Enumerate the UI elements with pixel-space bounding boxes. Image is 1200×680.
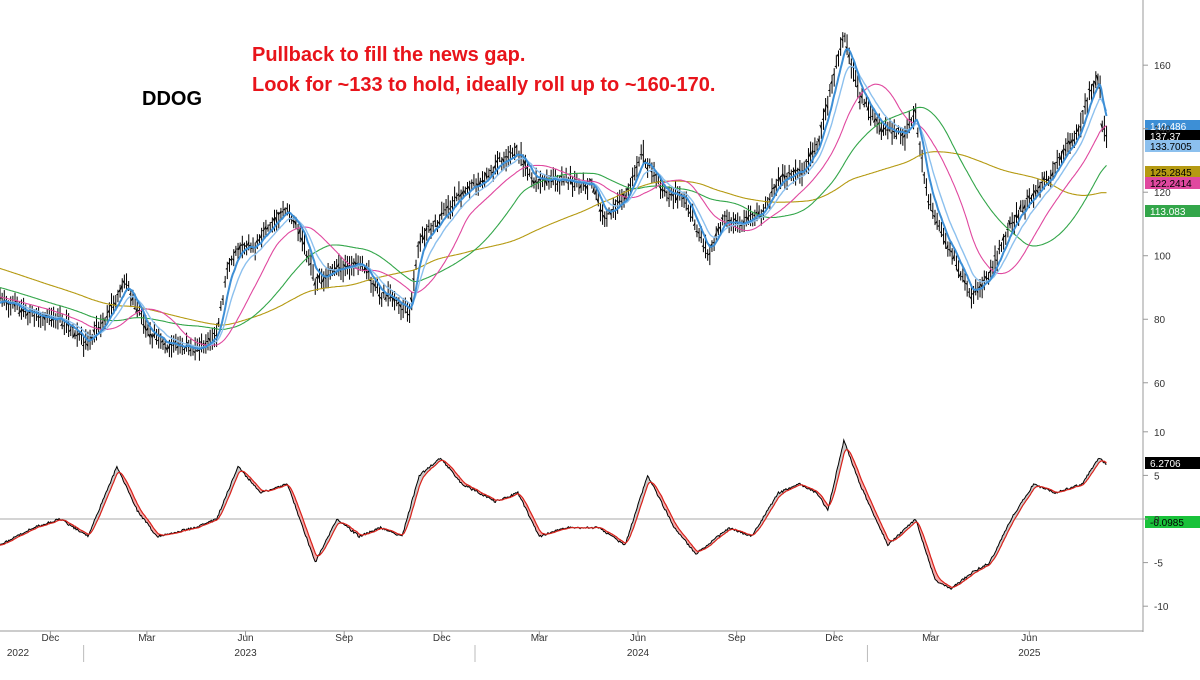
price-bar-tick (620, 201, 622, 202)
price-bar-tick (828, 90, 830, 91)
price-bar-tick (470, 183, 472, 184)
price-y-tick-label: 160 (1154, 61, 1171, 72)
price-bar-tick (50, 320, 52, 321)
price-bar-tick (753, 215, 755, 216)
price-bar-tick (219, 307, 221, 308)
x-year-label: 2025 (1018, 648, 1041, 659)
price-y-tick-label: 120 (1154, 188, 1171, 199)
price-bar-tick (198, 350, 200, 351)
price-bar-tick (938, 226, 940, 227)
annotation-line-2: Look for ~133 to hold, ideally roll up t… (252, 74, 715, 97)
price-bar-tick (685, 203, 687, 204)
x-tick-label: Mar (531, 633, 549, 644)
price-bar-tick (843, 36, 845, 37)
price-y-tick-label: 100 (1154, 252, 1171, 263)
price-bar-tick (95, 325, 97, 326)
osc-y-tick-label: -5 (1154, 559, 1163, 570)
price-y-tick-label: 60 (1154, 379, 1166, 390)
price-bar-tick (704, 247, 706, 248)
annotation-line-1: Pullback to fill the news gap. (252, 44, 525, 67)
price-bar-tick (1079, 127, 1081, 128)
price-bar-tick (942, 235, 944, 236)
price-bar-tick (925, 187, 927, 188)
x-tick-label: Mar (922, 633, 940, 644)
price-y-tick-label: 80 (1154, 315, 1166, 326)
price-bar-tick (505, 157, 507, 158)
x-tick-label: Jun (1021, 633, 1037, 644)
x-tick-label: Jun (237, 633, 253, 644)
osc-y-tick-label: 10 (1154, 428, 1166, 439)
price-y-tick-label: 140 (1154, 125, 1171, 136)
price-bar-tick (895, 136, 897, 137)
x-tick-label: Dec (433, 633, 451, 644)
x-year-label: 2022 (7, 648, 30, 659)
price-bar-tick (850, 64, 852, 65)
price-bar-tick (835, 66, 837, 67)
price-value-tag-label: 113.083 (1150, 207, 1186, 218)
price-bar-tick (728, 220, 730, 221)
x-tick-label: Dec (825, 633, 843, 644)
ticker-title: DDOG (142, 88, 202, 111)
x-tick-label: Dec (41, 633, 59, 644)
price-bar-tick (961, 276, 963, 277)
osc-line (0, 440, 1107, 589)
price-bar-tick (891, 133, 893, 134)
price-bar-tick (916, 133, 918, 134)
price-bar-tick (522, 164, 524, 165)
price-bar-tick (134, 308, 136, 309)
oscillator-panel: 6.2706-0.0985 (0, 440, 1200, 589)
price-bar-tick (910, 119, 912, 120)
price-bar-tick (509, 151, 511, 152)
x-tick-label: Mar (138, 633, 156, 644)
x-tick-label: Sep (335, 633, 353, 644)
x-year-label: 2024 (627, 648, 650, 659)
osc-value-tag-label: 6.2706 (1150, 459, 1181, 470)
price-value-tag-label: 133.7005 (1150, 142, 1192, 153)
osc-y-tick-label: -10 (1154, 602, 1169, 613)
x-tick-label: Jun (630, 633, 646, 644)
price-bar-tick (155, 339, 157, 340)
price-bar-tick (312, 278, 314, 279)
price-bar-tick (18, 313, 20, 314)
price-bar-tick (605, 218, 607, 219)
price-bar-tick (372, 283, 374, 284)
osc-y-tick-label: 0 (1154, 515, 1160, 526)
osc-y-tick-label: 5 (1154, 471, 1160, 482)
price-bar-tick (1041, 182, 1043, 183)
price-bar-tick (955, 265, 957, 266)
price-bar-tick (1088, 89, 1090, 90)
x-tick-label: Sep (728, 633, 746, 644)
x-year-label: 2023 (234, 648, 257, 659)
price-bar-tick (1011, 223, 1013, 224)
price-bar-tick (822, 119, 824, 120)
